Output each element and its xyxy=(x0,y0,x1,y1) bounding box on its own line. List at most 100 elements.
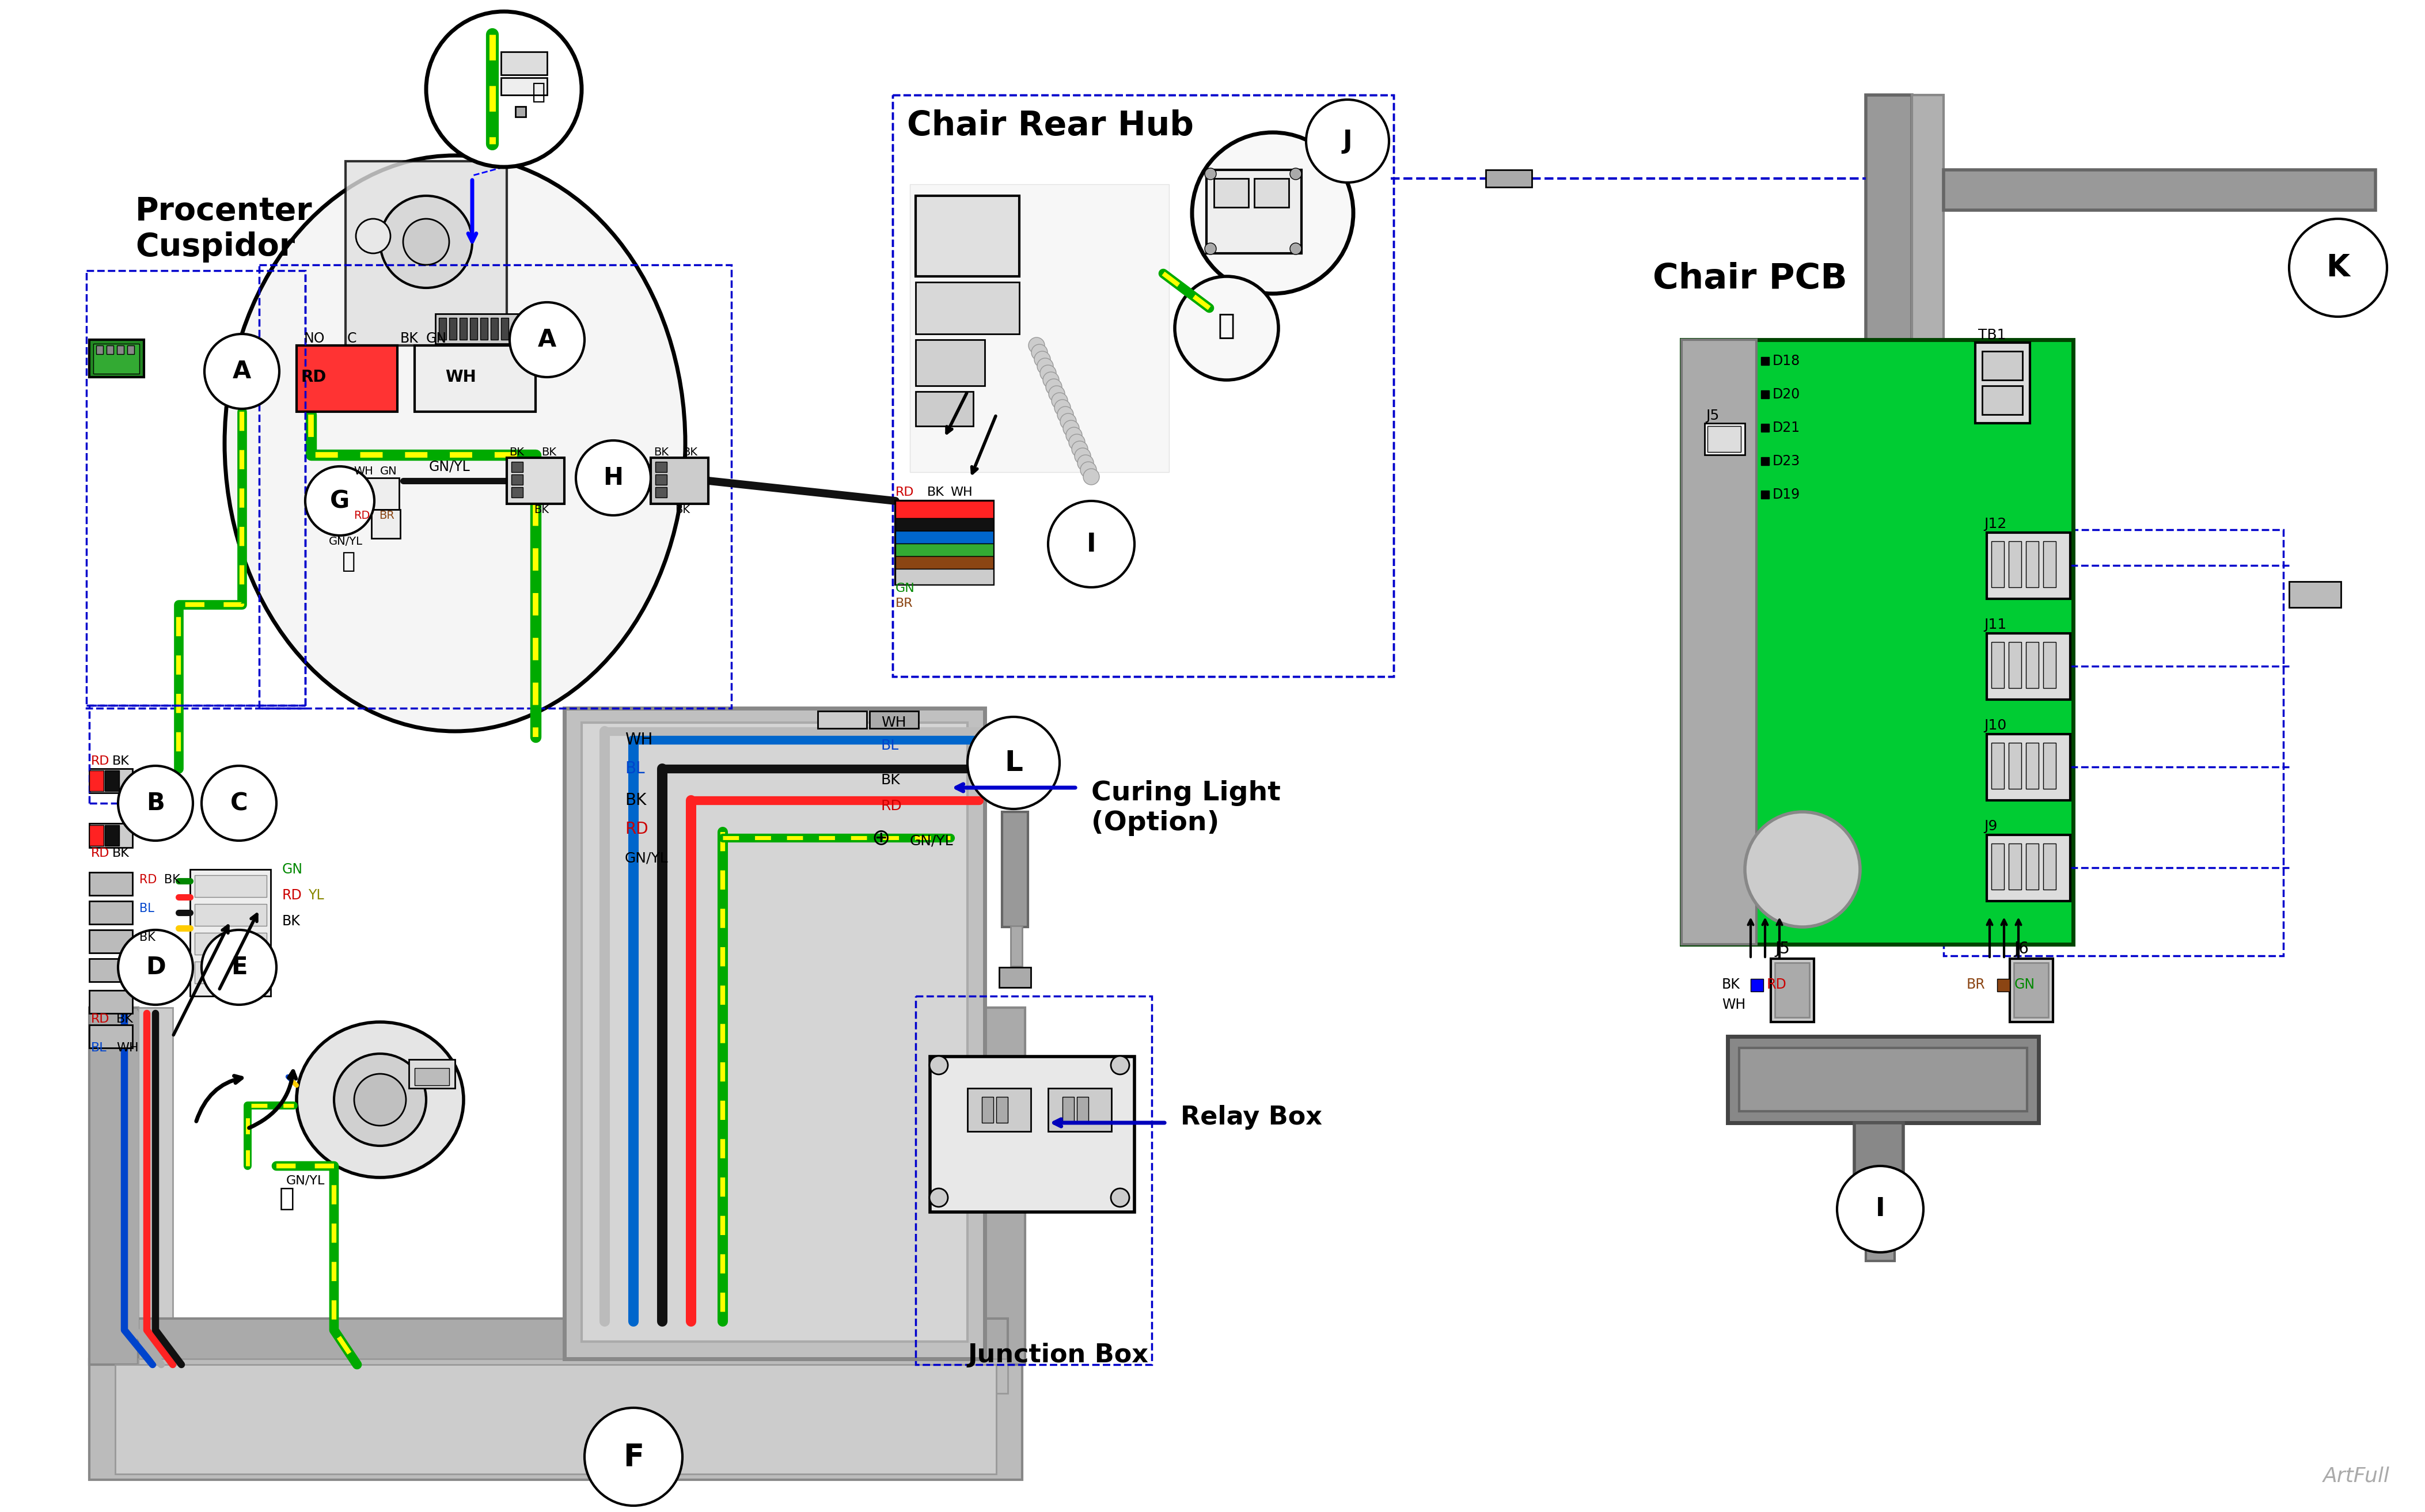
Bar xyxy=(512,461,524,472)
Circle shape xyxy=(509,302,584,376)
Text: BL: BL xyxy=(92,1042,107,1054)
Text: Curing Light
(Option): Curing Light (Option) xyxy=(1091,780,1280,836)
Bar xyxy=(507,458,565,503)
Bar xyxy=(977,1007,1026,1365)
Bar xyxy=(344,162,507,345)
Text: GN: GN xyxy=(381,466,398,476)
Text: ⊕: ⊕ xyxy=(871,827,890,848)
Bar xyxy=(1991,541,2003,587)
Text: ArtFull: ArtFull xyxy=(2323,1467,2391,1485)
Text: J9: J9 xyxy=(1984,820,1998,833)
Bar xyxy=(194,875,267,897)
Bar xyxy=(1681,340,1756,945)
Text: RD: RD xyxy=(92,756,109,767)
Bar xyxy=(968,1089,1031,1131)
Text: WH: WH xyxy=(880,715,907,729)
Bar xyxy=(1761,490,1770,499)
Bar xyxy=(895,556,994,569)
Bar xyxy=(909,184,1169,472)
Text: D: D xyxy=(146,956,165,980)
Text: BL: BL xyxy=(138,903,155,915)
Text: BK: BK xyxy=(880,773,900,788)
Bar xyxy=(1761,423,1770,432)
Circle shape xyxy=(1043,372,1060,389)
Text: J10: J10 xyxy=(1984,718,2005,732)
Text: RD: RD xyxy=(626,821,647,838)
Text: RD: RD xyxy=(281,889,303,903)
Ellipse shape xyxy=(296,1022,463,1178)
Bar xyxy=(1761,357,1770,364)
Circle shape xyxy=(1028,337,1045,354)
Bar xyxy=(90,930,133,953)
Bar xyxy=(1208,169,1302,254)
Bar xyxy=(1986,735,2071,800)
Bar xyxy=(650,458,708,503)
Text: GN/YL: GN/YL xyxy=(626,851,669,865)
Bar xyxy=(1986,532,2071,599)
Bar xyxy=(116,345,124,354)
Text: D21: D21 xyxy=(1773,420,1799,435)
Text: BK: BK xyxy=(165,874,179,886)
Bar xyxy=(470,318,478,340)
Text: J12: J12 xyxy=(1984,517,2005,531)
Circle shape xyxy=(1062,420,1079,437)
Text: WH: WH xyxy=(951,487,972,497)
Text: WH: WH xyxy=(354,466,373,476)
Circle shape xyxy=(1055,399,1069,416)
Circle shape xyxy=(204,334,279,408)
Circle shape xyxy=(1057,407,1074,423)
Bar xyxy=(895,531,994,543)
Bar xyxy=(2025,844,2039,889)
Text: D23: D23 xyxy=(1773,454,1799,469)
Text: Chair Rear Hub: Chair Rear Hub xyxy=(907,109,1193,142)
Text: B: B xyxy=(146,791,165,815)
Bar xyxy=(410,1060,456,1089)
Text: Relay Box: Relay Box xyxy=(1181,1105,1322,1129)
Bar xyxy=(892,95,1394,676)
Circle shape xyxy=(1111,1188,1130,1207)
Bar xyxy=(1705,423,1746,455)
Text: BK: BK xyxy=(138,931,155,943)
Bar xyxy=(1062,1096,1074,1123)
Bar xyxy=(512,475,524,485)
Circle shape xyxy=(1074,448,1091,464)
Bar xyxy=(917,996,1152,1365)
Text: YL: YL xyxy=(308,889,325,903)
Text: BK: BK xyxy=(281,915,301,928)
Text: BK: BK xyxy=(681,446,698,458)
Circle shape xyxy=(1290,168,1302,180)
Text: G: G xyxy=(330,488,349,513)
Text: GN/YL: GN/YL xyxy=(909,833,953,848)
Text: RD: RD xyxy=(895,487,914,497)
Bar xyxy=(107,345,114,354)
Bar xyxy=(90,771,104,791)
Bar xyxy=(1751,978,1763,992)
Bar xyxy=(1986,634,2071,700)
Bar xyxy=(895,500,994,585)
Bar xyxy=(1761,390,1770,399)
Bar xyxy=(90,872,133,895)
Bar xyxy=(917,392,972,426)
Circle shape xyxy=(1290,243,1302,254)
Bar xyxy=(1002,812,1028,927)
Text: J6: J6 xyxy=(2013,940,2030,957)
Bar xyxy=(349,478,400,510)
Bar xyxy=(2025,541,2039,587)
Bar xyxy=(895,569,994,585)
Bar xyxy=(138,1318,1009,1365)
Bar xyxy=(1942,169,2376,210)
Bar xyxy=(461,318,468,340)
Circle shape xyxy=(1193,133,1353,293)
Text: BL: BL xyxy=(880,739,900,753)
Bar xyxy=(480,318,487,340)
Bar xyxy=(90,768,133,792)
Bar xyxy=(1981,386,2022,414)
Bar xyxy=(436,314,519,343)
Text: BK: BK xyxy=(1722,978,1741,992)
Text: WH: WH xyxy=(116,1042,138,1054)
Text: GN/YL: GN/YL xyxy=(286,1175,325,1185)
Text: RD: RD xyxy=(1768,978,1787,992)
Text: D20: D20 xyxy=(1773,387,1799,401)
Circle shape xyxy=(968,717,1060,809)
Bar xyxy=(2008,643,2022,688)
